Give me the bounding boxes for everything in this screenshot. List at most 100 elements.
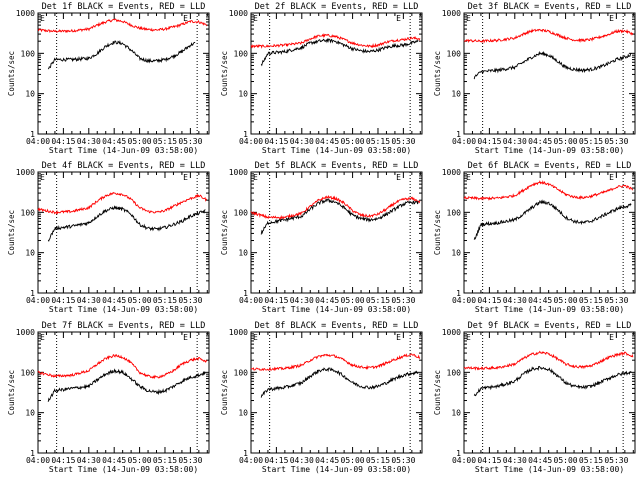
plot-frame — [250, 12, 423, 135]
lld-series-line — [37, 354, 208, 380]
event-flag-label: E — [183, 173, 188, 182]
y-tick-label: 100 — [21, 208, 36, 217]
x-tick-label: 04:15 — [264, 296, 288, 305]
y-tick-label: 100 — [234, 49, 249, 58]
chart-panel: Det 8f BLACK = Events, RED = LLD 1 10 100 10… — [220, 321, 423, 474]
y-tick-label: 100 — [234, 368, 249, 377]
events-series-line — [260, 367, 419, 398]
lld-series-line — [250, 194, 421, 220]
lld-series-line — [463, 28, 634, 44]
x-tick-label: 04:30 — [77, 296, 101, 305]
event-flag-label: E — [253, 173, 258, 182]
y-tick-label: 10 — [25, 249, 35, 258]
chart-title: Det 2f BLACK = Events, RED = LLD — [255, 2, 419, 12]
y-tick-label: 1000 — [16, 9, 35, 18]
event-flag-label: E — [40, 14, 45, 23]
x-tick-label: 05:30 — [178, 456, 202, 465]
x-tick-label: 04:30 — [290, 137, 314, 146]
x-tick-label: 05:00 — [554, 137, 578, 146]
x-axis-label: Start Time (14-Jun-09 03:58:00) — [262, 305, 411, 314]
y-tick-label: 1000 — [16, 328, 35, 337]
event-flag-label: E — [466, 173, 471, 182]
x-tick-label: 05:15 — [366, 456, 390, 465]
lld-series-line — [250, 33, 421, 49]
x-tick-label: 04:45 — [315, 456, 339, 465]
y-axis-label: Counts/sec — [220, 370, 229, 415]
lld-series-line — [250, 353, 421, 372]
x-tick-label: 05:00 — [341, 137, 365, 146]
chart-panel: Det 7f BLACK = Events, RED = LLD 1 10 100 10… — [7, 321, 210, 474]
plot-frame — [463, 171, 636, 294]
y-axis-label: Counts/sec — [220, 51, 229, 96]
y-tick-label: 100 — [234, 208, 249, 217]
event-flag-label: E — [609, 333, 614, 342]
y-tick-label: 100 — [447, 368, 462, 377]
x-tick-label: 04:45 — [528, 456, 552, 465]
chart-panel: Det 2f BLACK = Events, RED = LLD 1 10 100 10… — [220, 2, 423, 155]
x-axis-label: Start Time (14-Jun-09 03:58:00) — [49, 305, 198, 314]
events-series-line — [473, 199, 632, 240]
x-tick-label: 04:00 — [26, 137, 50, 146]
x-tick-label: 04:15 — [264, 456, 288, 465]
y-tick-label: 1 — [456, 449, 461, 458]
x-tick-label: 05:15 — [579, 296, 603, 305]
x-tick-label: 04:45 — [102, 137, 126, 146]
event-flag-label: E — [396, 14, 401, 23]
plot-frame — [37, 331, 210, 454]
event-flag-label: E — [396, 333, 401, 342]
x-tick-label: 04:30 — [503, 456, 527, 465]
x-tick-label: 05:30 — [178, 296, 202, 305]
y-axis-label: Counts/sec — [433, 210, 442, 255]
x-tick-label: 05:30 — [391, 137, 415, 146]
event-flag-label: E — [466, 333, 471, 342]
x-axis-label: Start Time (14-Jun-09 03:58:00) — [475, 146, 624, 155]
y-axis-label: Counts/sec — [7, 51, 16, 96]
event-flag-label: E — [40, 173, 45, 182]
x-tick-label: 05:15 — [366, 296, 390, 305]
x-tick-label: 04:00 — [239, 456, 263, 465]
x-tick-label: 04:45 — [315, 137, 339, 146]
y-tick-label: 1 — [30, 289, 35, 298]
x-tick-label: 04:00 — [26, 456, 50, 465]
x-axis-label: Start Time (14-Jun-09 03:58:00) — [475, 465, 624, 474]
x-tick-label: 04:00 — [26, 296, 50, 305]
x-tick-label: 05:30 — [178, 137, 202, 146]
y-tick-label: 1000 — [16, 168, 35, 177]
plot-frame — [37, 12, 210, 135]
x-tick-label: 04:45 — [102, 456, 126, 465]
event-flag-label: E — [609, 173, 614, 182]
event-flag-label: E — [253, 14, 258, 23]
event-flag-label: E — [609, 14, 614, 23]
y-tick-label: 1 — [243, 289, 248, 298]
x-tick-label: 05:30 — [391, 456, 415, 465]
x-tick-label: 04:30 — [503, 296, 527, 305]
y-tick-label: 1 — [456, 289, 461, 298]
y-axis-label: Counts/sec — [7, 370, 16, 415]
x-tick-label: 05:00 — [128, 456, 152, 465]
y-tick-label: 100 — [21, 49, 36, 58]
y-tick-label: 1000 — [442, 168, 461, 177]
y-tick-label: 1 — [456, 130, 461, 139]
x-tick-label: 05:00 — [554, 456, 578, 465]
x-axis-label: Start Time (14-Jun-09 03:58:00) — [475, 305, 624, 314]
x-tick-label: 05:00 — [128, 137, 152, 146]
event-flag-label: E — [466, 14, 471, 23]
y-tick-label: 10 — [451, 90, 461, 99]
x-axis-label: Start Time (14-Jun-09 03:58:00) — [262, 465, 411, 474]
y-tick-label: 10 — [25, 409, 35, 418]
chart-title: Det 8f BLACK = Events, RED = LLD — [255, 321, 419, 331]
events-series-line — [473, 50, 632, 80]
y-tick-label: 10 — [25, 90, 35, 99]
y-axis-label: Counts/sec — [433, 370, 442, 415]
chart-panel: Det 5f BLACK = Events, RED = LLD 1 10 100 10… — [220, 161, 423, 314]
x-tick-label: 04:30 — [77, 137, 101, 146]
y-tick-label: 1000 — [229, 328, 248, 337]
events-series-line — [47, 368, 206, 402]
chart-panel: Det 9f BLACK = Events, RED = LLD 1 10 100 10… — [433, 321, 636, 474]
x-tick-label: 05:30 — [391, 296, 415, 305]
x-tick-label: 05:15 — [153, 456, 177, 465]
plot-frame — [250, 331, 423, 454]
event-flag-label: E — [253, 333, 258, 342]
x-tick-label: 05:00 — [341, 456, 365, 465]
y-tick-label: 1000 — [442, 328, 461, 337]
